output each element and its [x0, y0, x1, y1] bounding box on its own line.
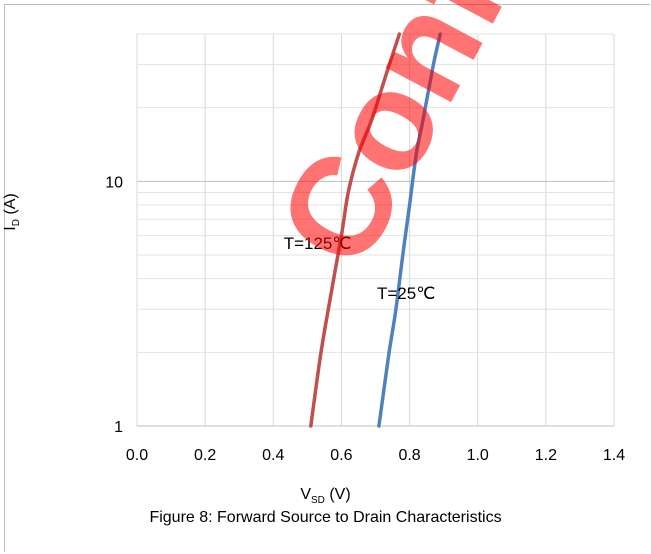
- x-tick-label: 0.8: [398, 447, 420, 464]
- annotations: T=125℃ T=25℃: [284, 234, 436, 303]
- chart-frame: [4, 4, 650, 552]
- series-lines: [309, 32, 442, 428]
- series-line: [377, 32, 442, 428]
- x-tick-label: 1.4: [603, 447, 625, 464]
- series-annotation: T=125℃: [284, 234, 352, 253]
- y-tick-labels: 1 10: [105, 174, 123, 436]
- x-tick-label: 0.2: [194, 447, 216, 464]
- x-tick-label: 0.6: [330, 447, 352, 464]
- x-tick-label: 0.4: [262, 447, 284, 464]
- x-axis-label: VSD (V): [300, 486, 351, 507]
- x-tick-label: 1.2: [535, 447, 557, 464]
- x-tick-labels: 0.0 0.2 0.4 0.6 0.8 1.0 1.2 1.4: [126, 447, 625, 464]
- x-tick-label: 1.0: [467, 447, 489, 464]
- x-tick-label: 0.0: [126, 447, 148, 464]
- y-tick-label: 10: [105, 174, 123, 191]
- figure-caption: Figure 8: Forward Source to Drain Charac…: [149, 509, 502, 526]
- y-axis-label: ID (A): [1, 193, 23, 231]
- y-tick-label: 1: [114, 419, 123, 436]
- grid: [136, 33, 615, 427]
- series-annotation: T=25℃: [377, 284, 435, 303]
- series-line: [309, 32, 402, 428]
